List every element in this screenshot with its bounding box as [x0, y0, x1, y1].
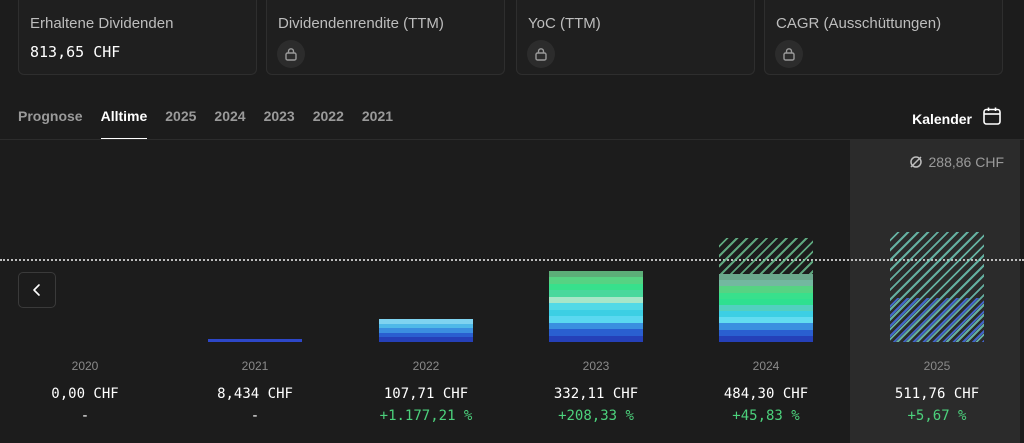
divider — [0, 139, 1024, 140]
lock-icon[interactable] — [527, 40, 555, 68]
growth-label: - — [250, 408, 260, 424]
amount-label: 0,00 CHF — [51, 386, 119, 402]
bar-2023[interactable] — [549, 271, 643, 342]
year-label: 2022 — [412, 359, 440, 373]
year-label: 2020 — [71, 359, 99, 373]
kpi-card-dividends: Erhaltene Dividenden 813,65 CHF — [18, 0, 257, 75]
dividend-chart: 288,86 CHF 2020 0,00 CHF - 2021 8,434 CHF - 20… — [0, 140, 1024, 443]
kpi-title: Dividendenrendite (TTM) — [278, 15, 444, 32]
bar-2022[interactable] — [379, 319, 473, 342]
growth-label: +5,67 % — [907, 408, 967, 424]
year-label: 2025 — [923, 359, 951, 373]
amount-label: 8,434 CHF — [217, 386, 293, 402]
amount-label: 484,30 CHF — [723, 386, 809, 402]
amount-label: 511,76 CHF — [894, 386, 980, 402]
tab-2024[interactable]: 2024 — [214, 108, 246, 124]
tab-2021[interactable]: 2021 — [361, 108, 394, 124]
average-label: 288,86 CHF — [909, 154, 1004, 170]
calendar-icon — [982, 106, 1002, 131]
kpi-card-cagr[interactable]: CAGR (Ausschüttungen) — [764, 0, 1003, 75]
growth-label: +1.177,21 % — [379, 408, 473, 424]
kpi-title: Erhaltene Dividenden — [30, 15, 174, 32]
tab-2022[interactable]: 2022 — [312, 108, 344, 124]
year-label: 2023 — [582, 359, 610, 373]
period-tabs: Prognose Alltime 2025 2024 2023 2022 202… — [18, 108, 411, 140]
kpi-value: 813,65 CHF — [30, 43, 121, 61]
bar-2021[interactable] — [208, 339, 302, 342]
kalender-label: Kalender — [912, 110, 972, 127]
amount-label: 107,71 CHF — [383, 386, 469, 402]
kpi-card-yield[interactable]: Dividendenrendite (TTM) — [266, 0, 505, 75]
year-label: 2024 — [752, 359, 780, 373]
chevron-left-icon — [33, 284, 40, 296]
year-label: 2021 — [241, 359, 269, 373]
bar-2024[interactable] — [719, 238, 813, 342]
growth-label: - — [80, 408, 90, 424]
lock-icon[interactable] — [277, 40, 305, 68]
average-line — [0, 259, 1024, 261]
kalender-button[interactable]: Kalender — [912, 106, 1002, 131]
growth-label: +208,33 % — [558, 408, 634, 424]
bar-2025[interactable] — [890, 232, 984, 342]
kpi-title: CAGR (Ausschüttungen) — [776, 15, 942, 32]
average-icon — [909, 156, 922, 168]
tab-2023[interactable]: 2023 — [263, 108, 295, 124]
lock-icon[interactable] — [775, 40, 803, 68]
amount-label: 332,11 CHF — [553, 386, 639, 402]
growth-label: +45,83 % — [732, 408, 800, 424]
previous-button[interactable] — [18, 272, 56, 308]
tab-alltime[interactable]: Alltime — [100, 108, 147, 140]
kpi-card-yoc[interactable]: YoC (TTM) — [516, 0, 755, 75]
average-value: 288,86 CHF — [928, 154, 1004, 170]
tab-prognose[interactable]: Prognose — [18, 108, 83, 124]
tab-2025[interactable]: 2025 — [165, 108, 197, 124]
kpi-title: YoC (TTM) — [528, 15, 601, 32]
